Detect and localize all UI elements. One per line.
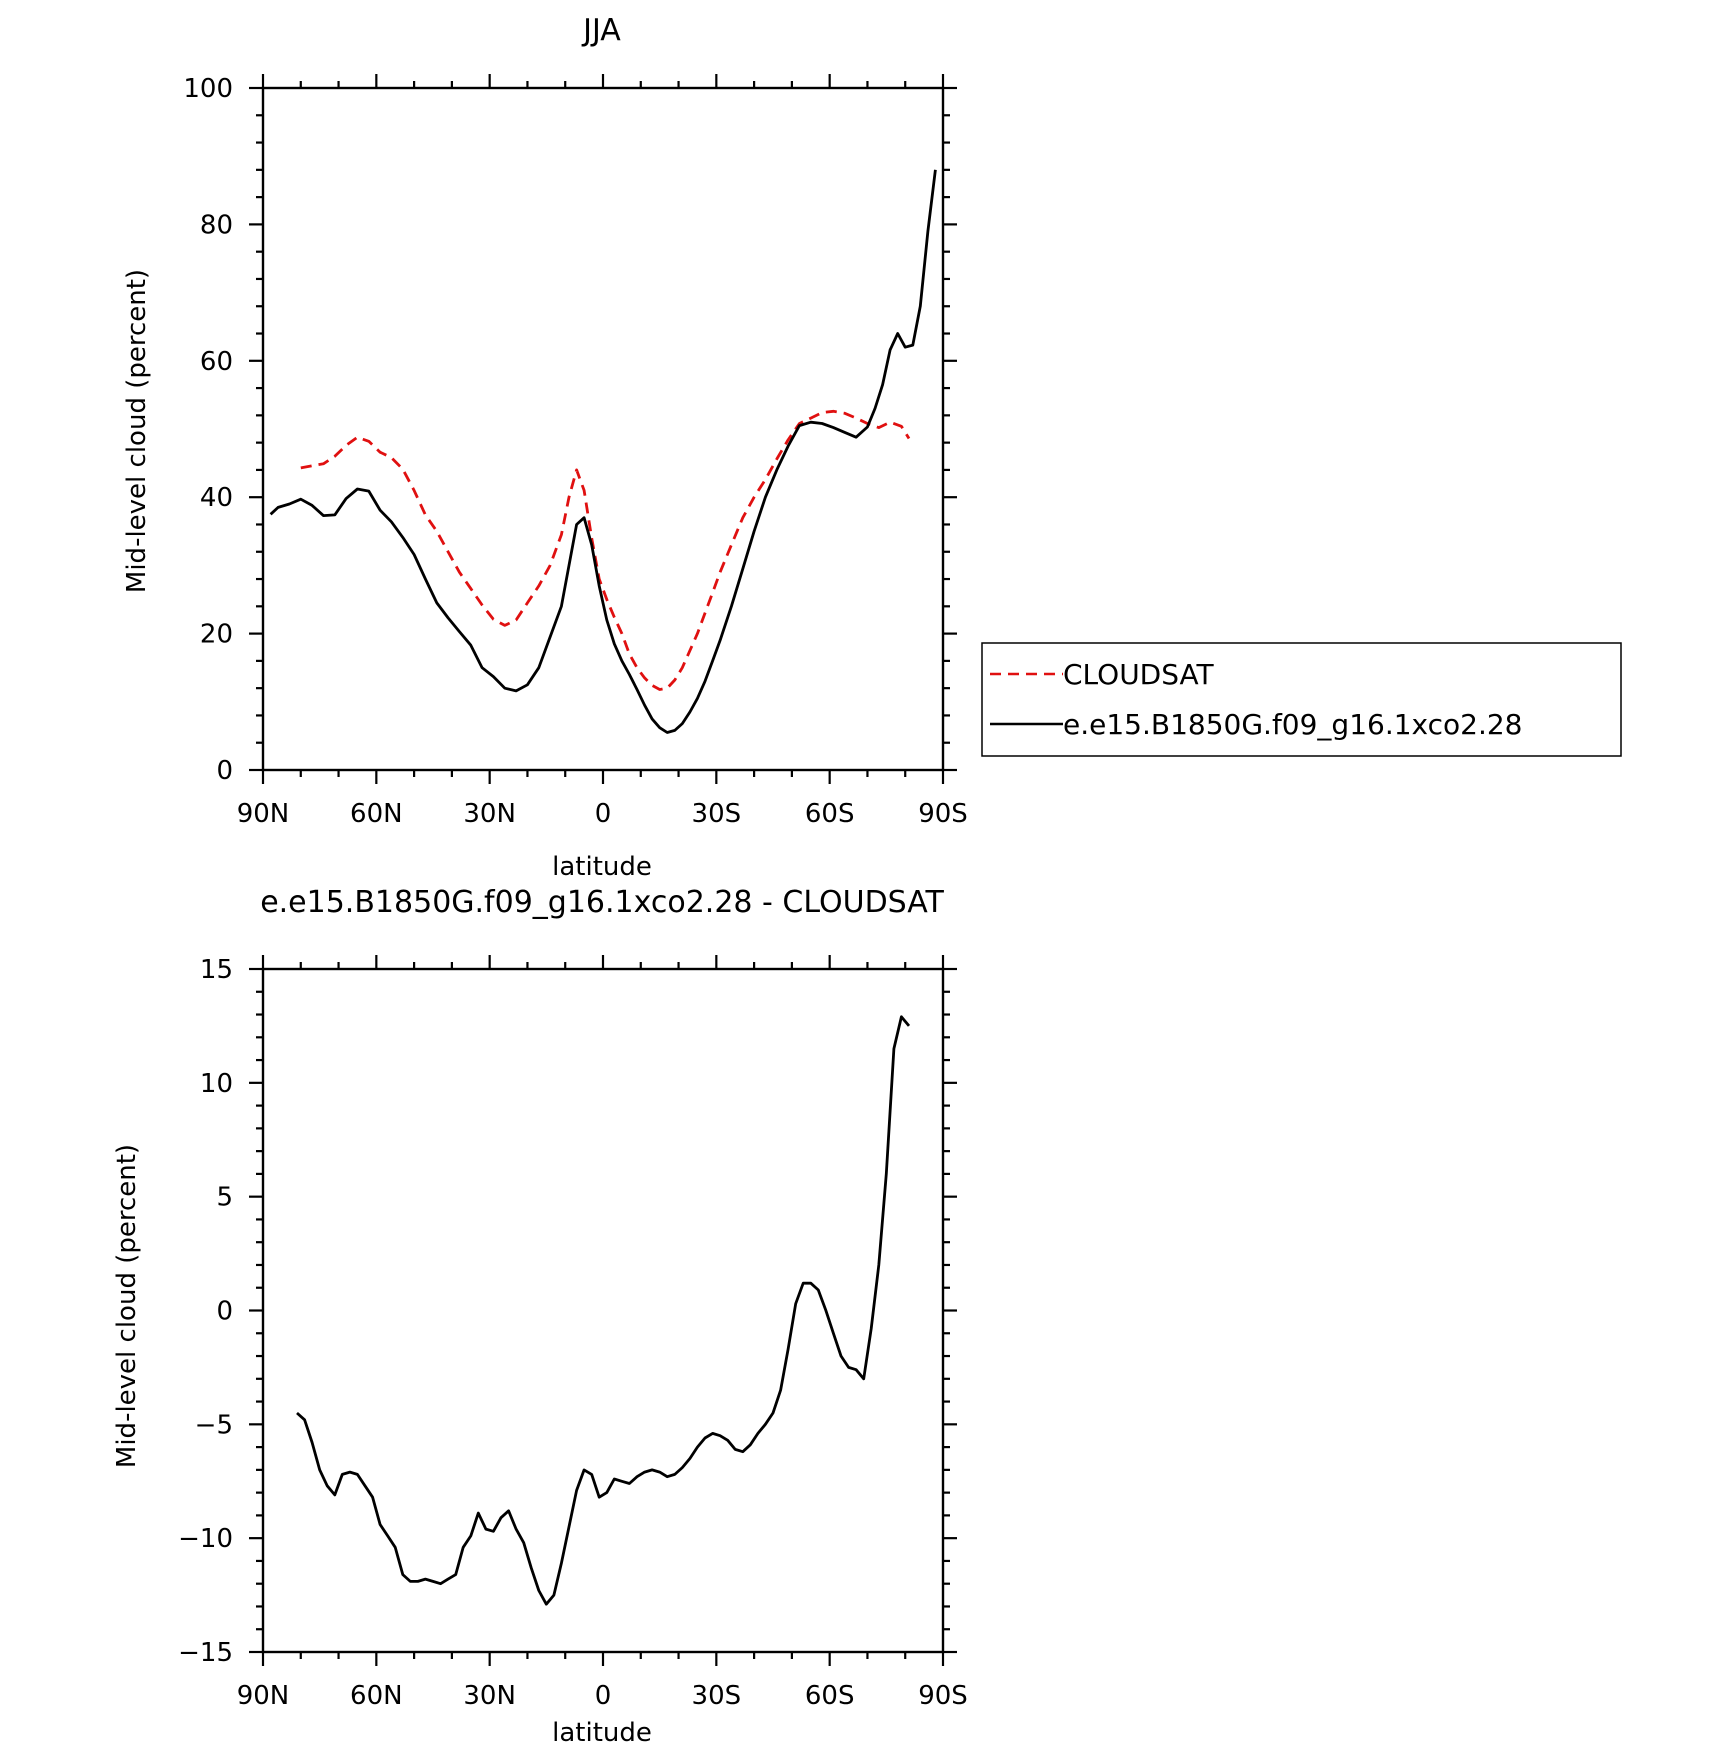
bottom-plot-frame (261, 967, 945, 1654)
bottom-y-tick-label: −15 (178, 1638, 233, 1668)
top-y-tick-label: 40 (200, 483, 233, 513)
bottom-series-line-0 (296, 1015, 911, 1606)
bottom-x-tick-label: 30S (692, 1681, 742, 1711)
top-y-axis-label: Mid-level cloud (percent) (122, 269, 152, 593)
top-x-axis-label: latitude (552, 852, 652, 882)
legend-entry-cloudsat: CLOUDSAT (1063, 658, 1215, 691)
top-chart-title: JJA (581, 13, 621, 48)
top-x-tick-label: 90S (918, 799, 968, 829)
bottom-panel: e.e15.B1850G.f09_g16.1xco2.28 - CLOUDSAT… (112, 885, 968, 1745)
bottom-y-tick-label: 15 (200, 955, 233, 985)
top-y-tick-label: 100 (183, 74, 233, 104)
top-y-tick-label: 20 (200, 620, 233, 650)
bottom-y-axis-label: Mid-level cloud (percent) (112, 1144, 142, 1468)
bottom-x-tick-label: 30N (463, 1681, 516, 1711)
bottom-x-tick-label: 90S (918, 1681, 968, 1711)
top-plot-frame (261, 86, 945, 772)
top-x-tick-label: 60S (805, 799, 855, 829)
top-x-tick-label: 0 (595, 799, 612, 829)
legend-entry-model: e.e15.B1850G.f09_g16.1xco2.28 (1063, 708, 1523, 741)
top-plot-area: 90N 60N 30N 0 30S 60S 90S 0 20 40 60 80 100 (183, 74, 968, 829)
top-y-tick-label: 60 (200, 347, 233, 377)
bottom-x-tick-label: 90N (237, 1681, 290, 1711)
bottom-y-tick-label: 5 (216, 1183, 233, 1213)
top-y-tick-label: 0 (216, 756, 233, 786)
top-x-tick-label: 90N (237, 799, 290, 829)
bottom-y-tick-label: 10 (200, 1069, 233, 1099)
bottom-y-tick-label: 0 (216, 1297, 233, 1327)
legend-box (981, 642, 1622, 757)
bottom-x-axis-label: latitude (552, 1718, 652, 1745)
top-series-line-e-e15-b1850g-f09-g16-1xco2-28 (269, 169, 937, 734)
top-series-line-cloudsat (300, 409, 911, 691)
top-x-tick-label: 30N (463, 799, 516, 829)
bottom-x-tick-label: 0 (595, 1681, 612, 1711)
top-x-tick-label: 30S (692, 799, 742, 829)
bottom-x-tick-label: 60S (805, 1681, 855, 1711)
bottom-y-tick-label: −10 (178, 1524, 233, 1554)
top-x-tick-label: 60N (350, 799, 403, 829)
legend: CLOUDSAT e.e15.B1850G.f09_g16.1xco2.28 (981, 642, 1622, 757)
top-panel: JJA Mid-level cloud (percent) latitude 9… (122, 13, 1622, 882)
bottom-chart-title: e.e15.B1850G.f09_g16.1xco2.28 - CLOUDSAT (260, 885, 944, 920)
top-y-tick-label: 80 (200, 210, 233, 240)
bottom-plot-area: 90N 60N 30N 0 30S 60S 90S −15 −10 −5 0 5 10 15 (178, 955, 968, 1711)
bottom-x-tick-label: 60N (350, 1681, 403, 1711)
bottom-y-tick-label: −5 (195, 1410, 233, 1440)
